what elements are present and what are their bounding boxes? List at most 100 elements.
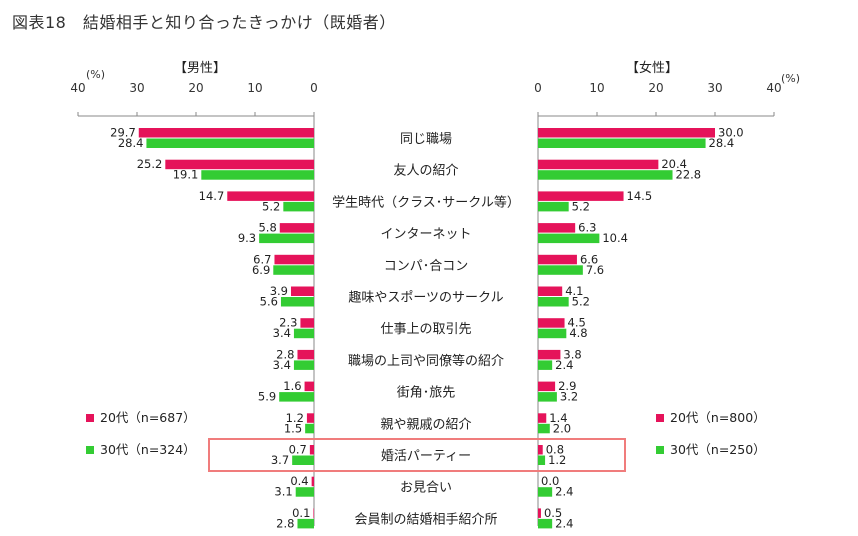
male-data-label: 9.3 <box>238 231 256 245</box>
female-bar <box>538 128 715 138</box>
female-data-label: 5.2 <box>572 295 590 309</box>
female-bar <box>538 423 550 434</box>
female-data-label: 0.0 <box>541 474 559 488</box>
female-data-label: 4.5 <box>568 316 586 330</box>
male-legend-30s-label: 30代（n=324） <box>100 442 196 457</box>
male-x-tick-label: 10 <box>247 81 262 95</box>
male-data-label: 28.4 <box>118 136 144 150</box>
female-x-tick-label: 10 <box>589 81 604 95</box>
male-data-label: 3.7 <box>271 453 289 467</box>
male-data-label: 2.8 <box>276 347 294 361</box>
female-legend-30s-swatch <box>656 446 664 454</box>
female-data-label: 3.8 <box>563 347 581 361</box>
female-data-label: 0.5 <box>544 506 562 520</box>
male-bar <box>292 455 314 465</box>
female-bar <box>538 487 553 497</box>
male-data-label: 2.3 <box>279 316 297 330</box>
female-bar <box>538 413 547 423</box>
male-data-label: 0.7 <box>289 443 307 457</box>
female-bar <box>538 360 553 370</box>
female-data-label: 20.4 <box>661 157 687 171</box>
male-data-label: 6.7 <box>253 252 271 266</box>
male-bar <box>290 286 314 296</box>
male-bar <box>304 381 314 392</box>
highlight-box <box>208 438 626 472</box>
female-legend-20s-label: 20代（n=800） <box>670 410 766 425</box>
category-label: 同じ職場 <box>400 132 452 147</box>
female-data-label: 2.4 <box>555 485 573 499</box>
female-bar <box>538 508 541 518</box>
male-bar <box>165 159 314 170</box>
male-bar <box>279 392 314 402</box>
category-label: お見合い <box>400 481 452 496</box>
male-bar <box>146 138 314 148</box>
female-data-label: 3.2 <box>560 390 578 404</box>
male-legend-20s-label: 20代（n=687） <box>100 410 196 425</box>
male-data-label: 1.5 <box>284 421 302 435</box>
male-bar <box>313 508 314 518</box>
female-data-label: 2.4 <box>555 516 573 530</box>
category-label: 趣味やスポーツのサークル <box>348 291 503 306</box>
male-x-tick-label: 40 <box>70 81 85 95</box>
female-data-label: 1.4 <box>549 411 567 425</box>
page-title: 図表18 結婚相手と知り合ったきっかけ（既婚者） <box>12 13 396 32</box>
male-bar <box>280 297 314 307</box>
female-data-label: 7.6 <box>586 263 604 277</box>
male-bar <box>273 265 314 275</box>
category-label: 婚活パーティー <box>381 449 471 464</box>
female-data-label: 30.0 <box>718 126 744 140</box>
male-bar <box>279 223 314 233</box>
female-bar <box>538 349 561 360</box>
male-legend-20s-swatch <box>86 414 94 422</box>
female-legend-30s-label: 30代（n=250） <box>670 442 766 457</box>
male-data-label: 5.2 <box>262 199 280 213</box>
male-bar <box>138 128 314 138</box>
male-legend-30s-swatch <box>86 446 94 454</box>
female-bar <box>538 286 563 296</box>
female-bar <box>538 254 577 265</box>
male-data-label: 1.6 <box>283 379 301 393</box>
male-bar <box>201 170 314 180</box>
male-bar <box>306 413 314 423</box>
female-data-label: 2.4 <box>555 358 573 372</box>
male-data-label: 14.7 <box>199 189 225 203</box>
category-label: 学生時代（クラス･サークル等） <box>332 194 520 210</box>
female-data-label: 28.4 <box>709 136 735 150</box>
female-bar <box>538 201 569 212</box>
male-data-label: 3.4 <box>273 358 291 372</box>
female-data-label: 2.0 <box>553 421 571 435</box>
female-panel-label: 【女性】 <box>626 60 678 76</box>
male-data-label: 3.9 <box>270 284 288 298</box>
female-bar <box>538 170 673 180</box>
female-bar <box>538 223 576 233</box>
female-bar <box>538 138 706 148</box>
female-bar <box>538 297 569 307</box>
male-data-label: 6.9 <box>252 263 270 277</box>
female-bar <box>538 392 557 402</box>
female-data-label: 0.8 <box>546 443 564 457</box>
female-legend-20s-swatch <box>656 414 664 422</box>
male-bar <box>309 445 314 455</box>
male-data-label: 5.9 <box>258 390 276 404</box>
male-bar <box>297 349 314 360</box>
male-bar <box>293 328 314 339</box>
male-data-label: 3.4 <box>273 326 291 340</box>
male-bar <box>300 318 314 328</box>
female-data-label: 14.5 <box>627 189 653 203</box>
female-x-tick-label: 40 <box>766 81 781 95</box>
female-x-tick-label: 0 <box>534 81 542 95</box>
female-unit-label: (%) <box>781 72 800 85</box>
male-bar <box>227 191 314 201</box>
male-bar <box>293 360 314 370</box>
female-bar <box>538 191 624 201</box>
male-x-tick-label: 0 <box>310 81 318 95</box>
male-panel-label: 【男性】 <box>174 61 226 76</box>
female-data-label: 5.2 <box>572 199 590 213</box>
male-bar <box>305 423 314 434</box>
male-data-label: 2.8 <box>276 516 294 530</box>
category-label: 友人の紹介 <box>393 163 458 179</box>
male-x-tick-label: 20 <box>188 81 203 95</box>
female-data-label: 22.8 <box>676 168 702 182</box>
male-data-label: 1.2 <box>286 411 304 425</box>
